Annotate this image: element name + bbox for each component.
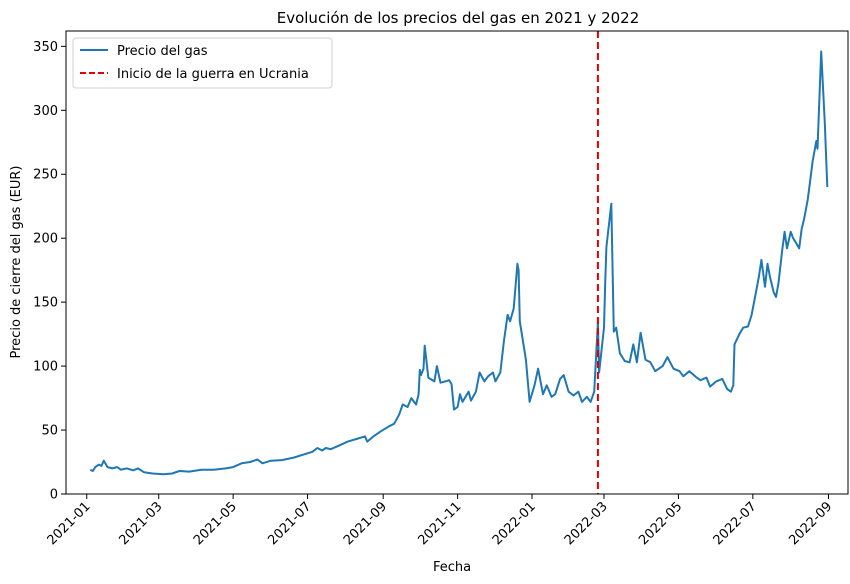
legend-box xyxy=(72,37,333,89)
legend: Precio del gas Inicio de la guerra en Uc… xyxy=(72,37,333,89)
y-tick-label: 100 xyxy=(33,360,58,375)
y-axis-label: Precio de cierre del gas (EUR) xyxy=(9,166,24,359)
y-tick-label: 50 xyxy=(41,424,58,439)
series-line-precio-del-gas xyxy=(89,50,829,476)
legend-label-inicio-guerra: Inicio de la guerra en Ucrania xyxy=(117,67,309,82)
y-tick-label: 200 xyxy=(33,232,58,247)
plot-area xyxy=(89,31,829,494)
x-axis-label: Fecha xyxy=(433,560,471,575)
legend-label-precio-del-gas: Precio del gas xyxy=(117,44,208,59)
y-axis: 0 50 100 150 200 250 300 350 xyxy=(33,40,66,503)
y-tick-label: 300 xyxy=(33,104,58,119)
y-tick-label: 0 xyxy=(50,488,58,503)
y-tick-label: 250 xyxy=(33,168,58,183)
axes-frame xyxy=(65,30,849,495)
y-tick-label: 150 xyxy=(33,296,58,311)
y-tick-label: 350 xyxy=(33,40,58,55)
chart-title: Evolución de los precios del gas en 2021… xyxy=(277,9,640,27)
